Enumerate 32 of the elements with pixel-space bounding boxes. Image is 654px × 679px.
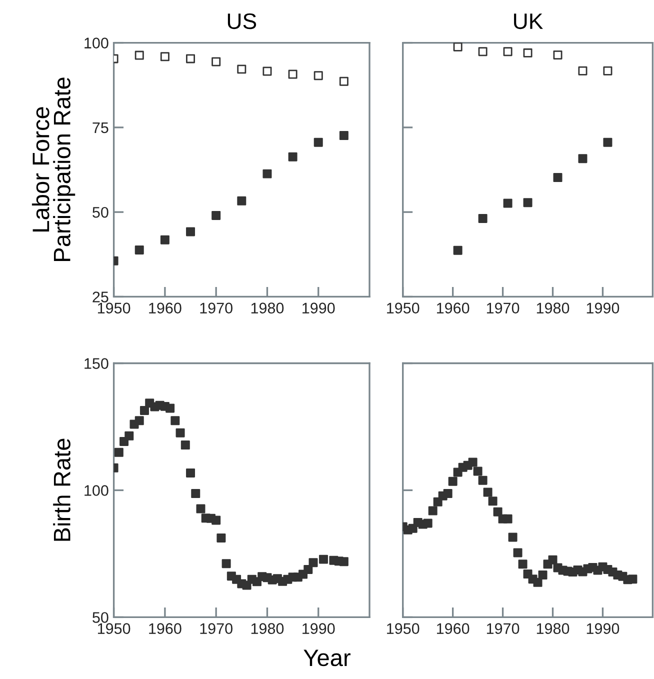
x-tick-label: 1950 [98, 623, 130, 634]
y-tick-label: 75 [92, 122, 108, 134]
y-tick-label: 100 [84, 485, 108, 496]
y-axis-title: Labor Force Participation Rate [32, 78, 76, 261]
chart-title: UK [514, 14, 543, 30]
x-tick-label: 1960 [437, 302, 470, 314]
x-tick-label: 1960 [149, 623, 182, 634]
x-tick-label: 1990 [586, 302, 620, 314]
x-tick-label: 1990 [302, 623, 335, 634]
x-tick-label: 1960 [437, 623, 470, 634]
x-tick-label: 1980 [251, 623, 284, 634]
y-axis-title: Birth Rate [53, 438, 70, 541]
y-tick-label: 25 [92, 292, 108, 302]
x-tick-label: 1980 [536, 302, 570, 314]
x-tick-label: 1950 [387, 623, 420, 634]
y-tick-label: 100 [84, 38, 108, 48]
x-tick-label: 1970 [200, 623, 232, 634]
x-tick-label: 1970 [200, 302, 232, 314]
x-tick-label: 1960 [149, 302, 182, 314]
x-tick-label: 1970 [486, 623, 520, 634]
x-tick-label: 1970 [486, 302, 520, 314]
x-tick-label: 1990 [302, 302, 335, 314]
x-tick-label: 1950 [387, 302, 420, 314]
x-tick-label: 1980 [251, 302, 284, 314]
y-tick-label: 50 [92, 206, 108, 218]
y-tick-label: 50 [92, 612, 108, 623]
x-axis-title: Year [304, 650, 350, 666]
chart-title: US [228, 13, 256, 30]
x-tick-label: 1990 [586, 623, 620, 634]
x-tick-label: 1980 [536, 623, 570, 634]
y-tick-label: 150 [84, 358, 108, 369]
x-tick-label: 1950 [98, 302, 130, 314]
